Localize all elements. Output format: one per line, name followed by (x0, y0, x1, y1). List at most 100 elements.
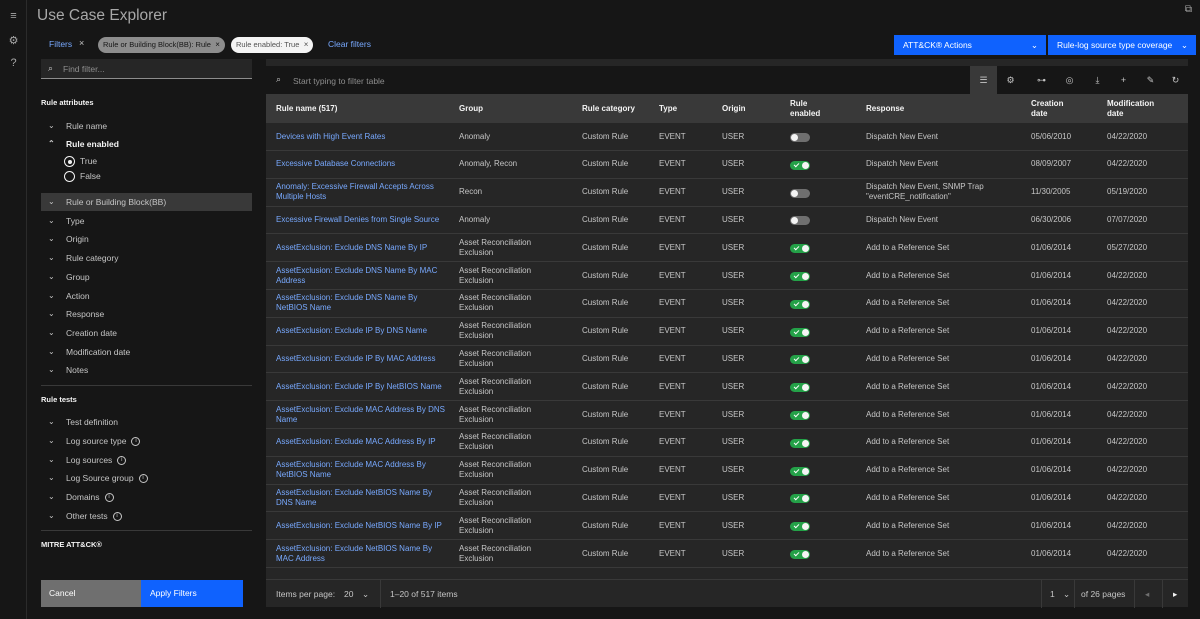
cell-rule-name[interactable]: AssetExclusion: Exclude MAC Address By I… (276, 437, 436, 447)
header-group[interactable]: Group (459, 103, 483, 113)
refresh-icon[interactable]: ↻ (1171, 75, 1180, 85)
filter-rule-or-bb[interactable]: ⌄ Rule or Building Block(BB) (41, 193, 252, 211)
filter-origin[interactable]: ⌄ Origin (41, 230, 252, 248)
filter-test-definition[interactable]: ⌄ Test definition (41, 413, 252, 431)
filter-type[interactable]: ⌄ Type (41, 212, 252, 230)
cell-rule-name[interactable]: Excessive Firewall Denies from Single So… (276, 214, 440, 224)
table-row[interactable]: AssetExclusion: Exclude IP By DNS Name As… (266, 318, 1188, 346)
table-row[interactable]: AssetExclusion: Exclude DNS Name By IP As… (266, 234, 1188, 263)
cell-rule-name[interactable]: AssetExclusion: Exclude IP By MAC Addres… (276, 353, 436, 363)
table-row[interactable]: AssetExclusion: Exclude IP By NetBIOS Na… (266, 373, 1188, 402)
items-per-page-select[interactable]: 20 (344, 589, 354, 599)
filter-group[interactable]: ⌄ Group (41, 268, 252, 286)
table-row[interactable]: AssetExclusion: Exclude MAC Address By D… (266, 401, 1188, 429)
launch-external-icon[interactable]: ⧉ (1184, 4, 1192, 15)
chevron-down-icon[interactable]: ⌄ (362, 589, 370, 599)
table-row[interactable]: AssetExclusion: Exclude NetBIOS Name By … (266, 540, 1188, 568)
rule-enabled-toggle[interactable] (790, 355, 810, 365)
header-modification-date[interactable]: Modification date (1107, 98, 1155, 118)
radio-true[interactable]: True (64, 154, 97, 168)
rule-enabled-toggle[interactable] (790, 160, 810, 170)
rule-enabled-toggle[interactable] (790, 299, 810, 309)
radio-false[interactable]: False (64, 169, 101, 183)
filter-other-tests[interactable]: ⌄ Other tests i (41, 507, 252, 525)
cell-rule-name[interactable]: AssetExclusion: Exclude IP By NetBIOS Na… (276, 381, 442, 391)
table-search-input[interactable] (293, 74, 693, 88)
table-row[interactable]: AssetExclusion: Exclude DNS Name By MAC … (266, 262, 1188, 290)
settings-icon[interactable]: ⚙ (1006, 75, 1015, 85)
table-row[interactable]: AssetExclusion: Exclude MAC Address By N… (266, 457, 1188, 485)
filter-rule-name[interactable]: ⌄ Rule name (41, 117, 252, 135)
rule-enabled-toggle[interactable] (790, 438, 810, 448)
filter-rule-category[interactable]: ⌄ Rule category (41, 249, 252, 267)
hierarchy-icon[interactable]: ⊶ (1037, 75, 1046, 85)
cell-rule-name[interactable]: AssetExclusion: Exclude NetBIOS Name By … (276, 543, 433, 563)
rule-enabled-toggle[interactable] (790, 272, 810, 281)
info-icon[interactable]: i (131, 437, 141, 447)
table-row[interactable]: AssetExclusion: Exclude IP By MAC Addres… (266, 345, 1188, 374)
help-icon[interactable]: ? (10, 57, 17, 69)
rule-enabled-toggle[interactable] (790, 411, 810, 420)
table-row[interactable]: AssetExclusion: Exclude DNS Name By NetB… (266, 290, 1188, 318)
filter-chip-rule-bb[interactable]: Rule or Building Block(BB): Rule × (98, 37, 225, 53)
rule-enabled-toggle[interactable] (790, 188, 810, 198)
cell-rule-name[interactable]: AssetExclusion: Exclude IP By DNS Name (276, 326, 428, 336)
rule-enabled-toggle[interactable] (790, 327, 810, 337)
cell-rule-name[interactable]: AssetExclusion: Exclude DNS Name By MAC … (276, 265, 438, 285)
add-icon[interactable]: + (1120, 75, 1127, 85)
filter-response[interactable]: ⌄ Response (41, 305, 252, 323)
filter-creation-date[interactable]: ⌄ Creation date (41, 324, 252, 342)
filter-rule-enabled[interactable]: ⌃ Rule enabled (41, 135, 252, 153)
cell-rule-name[interactable]: Excessive Database Connections (276, 159, 396, 169)
prev-page-icon[interactable]: ◂ (1145, 589, 1150, 599)
info-icon[interactable]: i (117, 456, 127, 466)
header-rule-enabled[interactable]: Rule enabled (790, 98, 821, 118)
filter-log-source-type[interactable]: ⌄ Log source type i (41, 432, 252, 450)
attack-actions-dropdown[interactable]: ATT&CK® Actions ⌄ (894, 35, 1046, 55)
table-row[interactable]: AssetExclusion: Exclude NetBIOS Name By … (266, 484, 1188, 513)
header-rule-category[interactable]: Rule category (582, 103, 635, 113)
close-filters-icon[interactable]: × (79, 38, 85, 48)
filter-search-input[interactable] (63, 62, 243, 76)
filter-action[interactable]: ⌄ Action (41, 287, 252, 305)
header-rule-name[interactable]: Rule name (517) (276, 103, 338, 113)
clear-filters-link[interactable]: Clear filters (328, 39, 371, 49)
cell-rule-name[interactable]: AssetExclusion: Exclude MAC Address By D… (276, 404, 445, 424)
hide-icon[interactable]: ◎ (1065, 75, 1074, 85)
rule-enabled-toggle[interactable] (790, 550, 810, 559)
table-row[interactable]: AssetExclusion: Exclude MAC Address By I… (266, 429, 1188, 457)
download-icon[interactable]: ⤓ (1095, 75, 1100, 85)
rule-enabled-toggle[interactable] (790, 216, 810, 226)
info-icon[interactable]: i (104, 493, 114, 503)
table-row[interactable]: Devices with High Event Rates Anomaly Cust… (266, 123, 1188, 151)
chip-close-icon[interactable]: × (215, 40, 220, 49)
rule-enabled-toggle[interactable] (790, 383, 810, 393)
info-icon[interactable]: i (138, 474, 148, 484)
rule-enabled-toggle[interactable] (790, 494, 810, 504)
header-type[interactable]: Type (659, 103, 678, 113)
rule-enabled-toggle[interactable] (790, 133, 810, 142)
settings-gear-icon[interactable]: ⚙ (8, 35, 19, 47)
table-row[interactable]: Excessive Firewall Denies from Single So… (266, 206, 1188, 235)
header-creation-date[interactable]: Creation date (1031, 98, 1064, 118)
cell-rule-name[interactable]: AssetExclusion: Exclude DNS Name By IP (276, 242, 428, 252)
filter-log-sources[interactable]: ⌄ Log sources i (41, 451, 252, 469)
cancel-button[interactable]: Cancel (41, 580, 141, 607)
rule-enabled-toggle[interactable] (790, 466, 810, 476)
chip-close-icon[interactable]: × (303, 40, 309, 49)
filter-log-source-group[interactable]: ⌄ Log Source group i (41, 469, 252, 487)
header-origin[interactable]: Origin (722, 103, 746, 113)
table-row[interactable]: AssetExclusion: Exclude NetBIOS Name By … (266, 512, 1188, 541)
cell-rule-name[interactable]: AssetExclusion: Exclude MAC Address By N… (276, 460, 426, 480)
filter-notes[interactable]: ⌄ Notes (41, 361, 252, 379)
list-view-icon[interactable]: ☰ (970, 66, 997, 94)
coverage-dropdown[interactable]: Rule-log source type coverage ⌄ (1048, 35, 1196, 55)
cell-rule-name[interactable]: AssetExclusion: Exclude NetBIOS Name By … (276, 487, 433, 507)
edit-icon[interactable]: ✎ (1146, 75, 1155, 85)
table-row[interactable]: Excessive Database Connections Anomaly, R… (266, 151, 1188, 179)
page-select[interactable]: 1 (1050, 589, 1055, 599)
apply-filters-button[interactable]: Apply Filters (141, 580, 243, 607)
filter-modification-date[interactable]: ⌄ Modification date (41, 343, 252, 361)
cell-rule-name[interactable]: Anomaly: Excessive Firewall Accepts Acro… (276, 182, 434, 202)
header-response[interactable]: Response (866, 103, 905, 113)
